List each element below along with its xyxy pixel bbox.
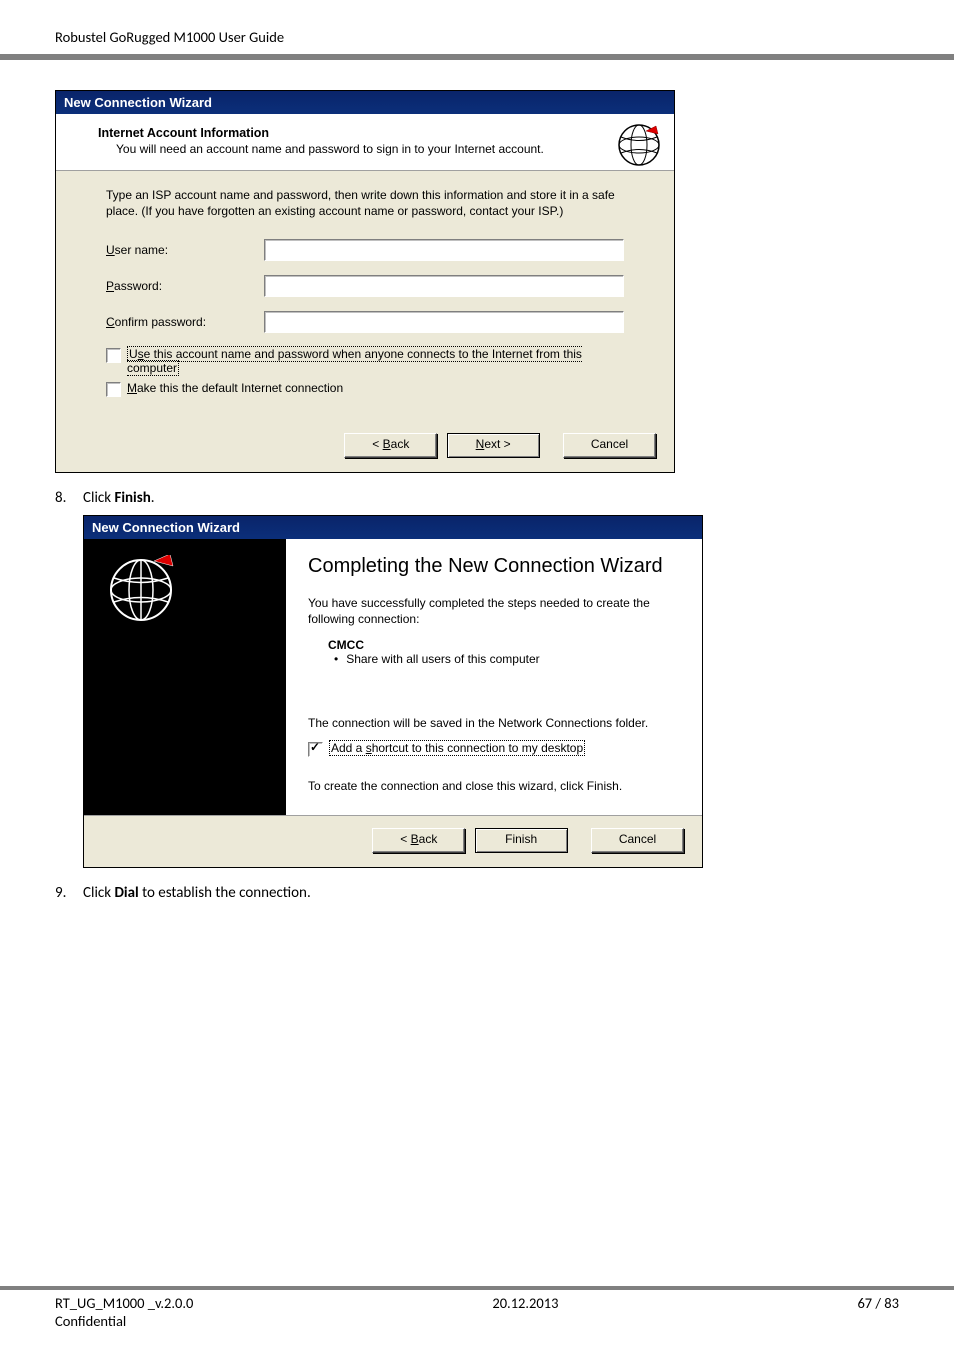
create-text: To create the connection and close this …	[308, 779, 680, 795]
cancel-button[interactable]: Cancel	[563, 433, 656, 458]
footer-right: 67 / 83	[857, 1294, 899, 1312]
footer-left: RT_UG_M1000 _v.2.0.0	[55, 1294, 193, 1312]
back-button[interactable]: < Back	[344, 433, 437, 458]
row-confirm: Confirm password:	[106, 311, 624, 333]
wizard-globe-icon	[106, 555, 176, 625]
titlebar: New Connection Wizard	[56, 91, 674, 114]
bullet-share: •Share with all users of this computer	[328, 652, 680, 666]
checkbox-label: Add a shortcut to this connection to my …	[329, 740, 585, 756]
wizard-icon	[616, 122, 662, 168]
checkbox-icon	[308, 742, 323, 757]
footer-confidential: Confidential	[55, 1312, 126, 1330]
page-header: Robustel GoRugged M1000 User Guide	[0, 0, 954, 54]
confirm-input[interactable]	[264, 311, 624, 333]
label-password: Password:	[106, 279, 264, 293]
row-password: Password:	[106, 275, 624, 297]
dialog-header: Internet Account Information You will ne…	[56, 114, 674, 171]
titlebar: New Connection Wizard	[84, 516, 702, 539]
label-confirm: Confirm password:	[106, 315, 264, 329]
checkbox-shortcut[interactable]: Add a shortcut to this connection to my …	[308, 741, 680, 757]
label-username: User name:	[106, 243, 264, 257]
page-footer: RT_UG_M1000 _v.2.0.0 20.12.2013 67 / 83 …	[0, 1286, 954, 1350]
completed-text: You have successfully completed the step…	[308, 596, 680, 627]
intro-text: Type an ISP account name and password, t…	[106, 187, 624, 219]
checkbox-label: Use this account name and password when …	[127, 346, 582, 376]
checkbox-use-account[interactable]: Use this account name and password when …	[106, 347, 624, 375]
side-panel	[84, 539, 286, 814]
dialog-heading: Internet Account Information	[98, 126, 658, 140]
dialog-body: Completing the New Connection Wizard You…	[84, 539, 702, 814]
back-button[interactable]: < Back	[372, 828, 465, 853]
button-row: < Back Next > Cancel	[56, 421, 674, 472]
checkbox-label: Make this the default Internet connectio…	[127, 381, 343, 395]
cancel-button[interactable]: Cancel	[591, 828, 684, 853]
dialog-body: Type an ISP account name and password, t…	[56, 171, 674, 421]
right-panel: Completing the New Connection Wizard You…	[286, 539, 702, 814]
saved-text: The connection will be saved in the Netw…	[308, 716, 680, 732]
username-input[interactable]	[264, 239, 624, 261]
dialog-completing: New Connection Wizard Completing the New…	[83, 515, 703, 867]
checkbox-default-conn[interactable]: Make this the default Internet connectio…	[106, 381, 624, 397]
button-row: < Back Finish Cancel	[84, 815, 702, 867]
footer-center: 20.12.2013	[492, 1294, 558, 1312]
connection-block: CMCC •Share with all users of this compu…	[308, 638, 680, 666]
next-button[interactable]: Next >	[447, 433, 540, 458]
row-username: User name:	[106, 239, 624, 261]
step-8: 8.Click Finish.	[55, 489, 899, 507]
completing-title: Completing the New Connection Wizard	[308, 555, 680, 578]
dialog-account-info: New Connection Wizard Internet Account I…	[55, 90, 675, 473]
finish-button[interactable]: Finish	[475, 828, 568, 853]
dialog-subheading: You will need an account name and passwo…	[98, 140, 658, 156]
password-input[interactable]	[264, 275, 624, 297]
checkbox-icon	[106, 382, 121, 397]
content-area: New Connection Wizard Internet Account I…	[0, 60, 954, 1060]
checkbox-icon	[106, 348, 121, 363]
connection-name: CMCC	[328, 638, 680, 652]
step-9: 9.Click Dial to establish the connection…	[55, 884, 899, 902]
